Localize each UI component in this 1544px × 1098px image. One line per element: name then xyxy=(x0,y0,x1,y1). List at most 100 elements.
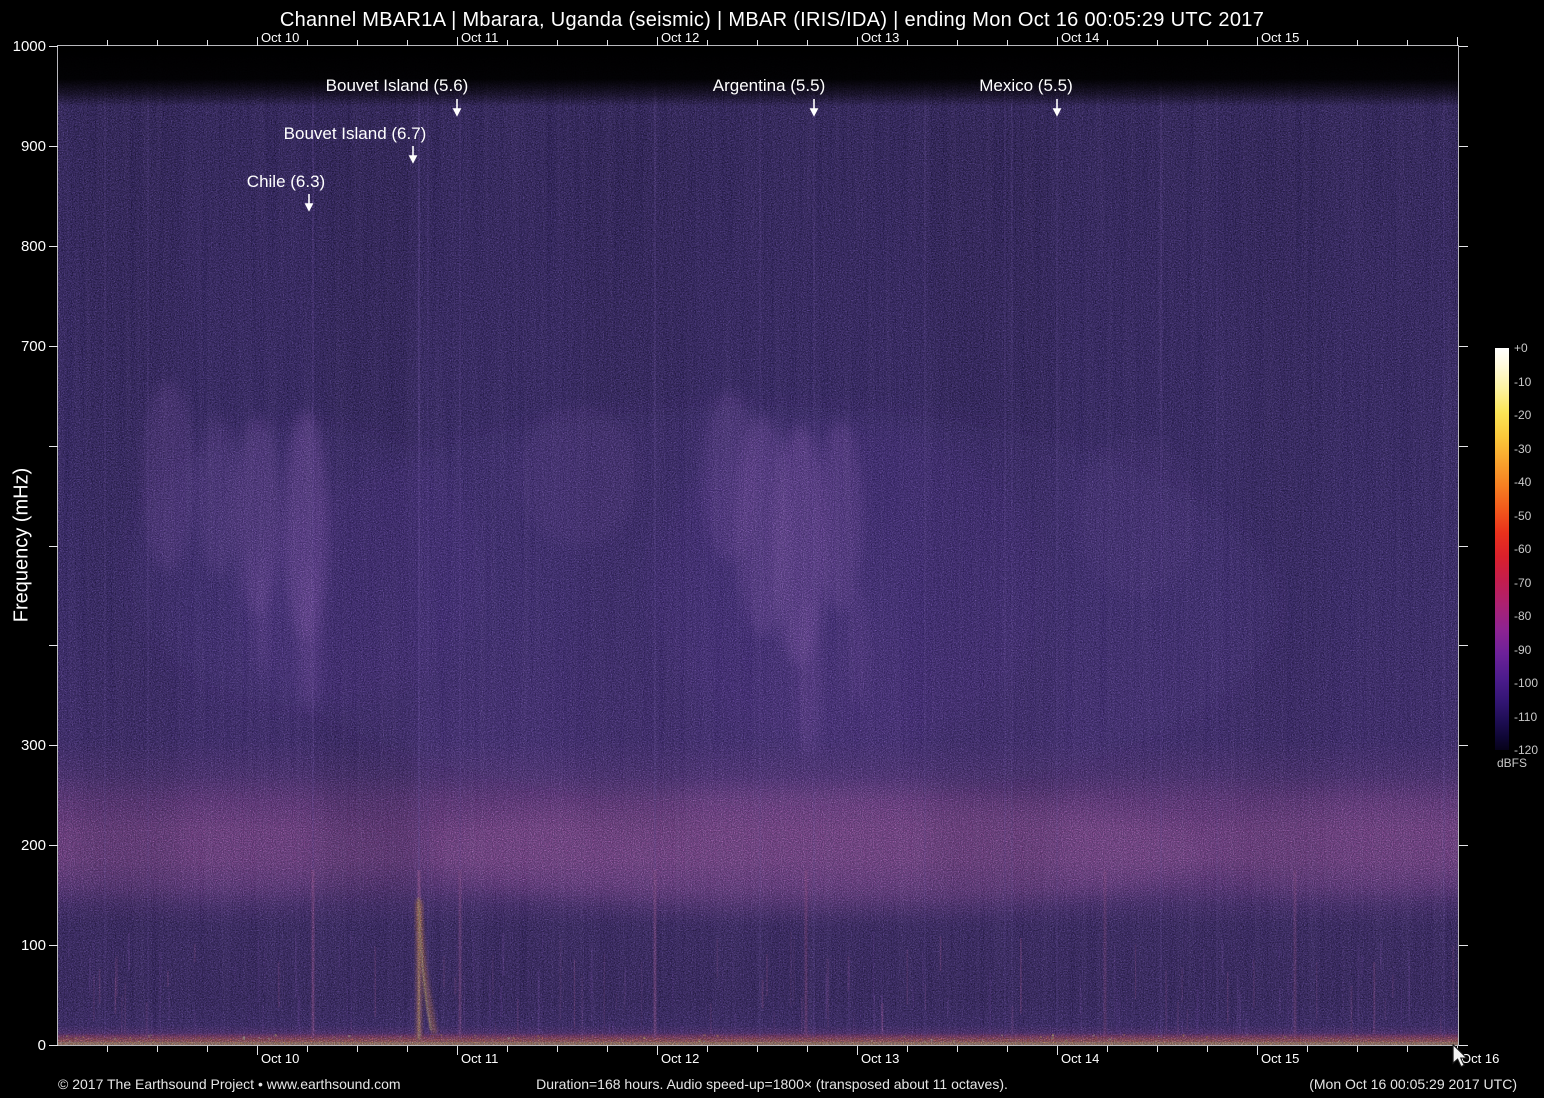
annotation-label: Argentina (5.5) xyxy=(712,76,826,95)
y-tick-left xyxy=(49,645,58,646)
top-black-fade xyxy=(58,46,1458,106)
x-tick-top xyxy=(1407,40,1408,46)
y-tick-label: 1000 xyxy=(12,38,46,55)
y-tick-left xyxy=(49,146,58,147)
x-tick-label-top: Oct 14 xyxy=(1061,30,1100,45)
x-tick-bottom xyxy=(957,1046,958,1052)
y-tick-left xyxy=(49,546,58,547)
x-tick-bottom xyxy=(907,1046,908,1052)
y-tick-right xyxy=(1459,146,1468,147)
annotation-label: Chile (6.3) xyxy=(246,172,326,191)
footer-timestamp: (Mon Oct 16 00:05:29 2017 UTC) xyxy=(1309,1076,1517,1092)
x-tick-bottom xyxy=(1157,1046,1158,1052)
x-tick-top xyxy=(107,40,108,46)
colorbar-tick-label: -110 xyxy=(1514,709,1538,724)
y-tick-label: 200 xyxy=(20,837,46,854)
x-tick-top xyxy=(557,40,558,46)
colorbar-tick-label: -90 xyxy=(1514,642,1532,657)
x-tick-label-bottom: Oct 15 xyxy=(1261,1051,1300,1066)
annotation-label: Mexico (5.5) xyxy=(979,76,1073,95)
x-tick-bottom xyxy=(607,1046,608,1052)
colorbar-unit-label: dBFS xyxy=(1497,756,1528,770)
x-tick-top xyxy=(807,40,808,46)
x-tick-bottom xyxy=(1107,1046,1108,1052)
x-tick-bottom xyxy=(657,1046,658,1055)
annotation-label: Bouvet Island (5.6) xyxy=(325,76,469,95)
x-tick-bottom xyxy=(1007,1046,1008,1052)
annotation-down-arrow-icon xyxy=(1050,98,1064,118)
x-tick-top xyxy=(757,40,758,46)
x-tick-bottom xyxy=(407,1046,408,1052)
y-tick-right xyxy=(1459,346,1468,347)
plot-frame xyxy=(57,45,1459,1046)
y-tick-label: 100 xyxy=(20,937,46,954)
x-tick-top xyxy=(1257,37,1258,46)
x-tick-bottom xyxy=(207,1046,208,1052)
x-tick-bottom xyxy=(757,1046,758,1052)
annotation-down-arrow-icon xyxy=(807,98,821,118)
annotation-down-arrow-icon xyxy=(302,193,316,213)
y-tick-left xyxy=(49,246,58,247)
y-tick-right xyxy=(1459,546,1468,547)
x-tick-bottom xyxy=(1057,1046,1058,1055)
x-tick-top xyxy=(1457,37,1458,46)
x-tick-top xyxy=(607,40,608,46)
colorbar: +0 -10 -20 -30 -40 -50 -60 -70 -80 -90 -100 -110 -12… xyxy=(1495,341,1544,788)
x-tick-label-bottom: Oct 16 xyxy=(1461,1051,1500,1066)
x-tick-bottom xyxy=(1407,1046,1408,1052)
page-title: Channel MBAR1A | Mbarara, Uganda (seismi… xyxy=(279,9,1265,31)
x-tick-top xyxy=(1207,40,1208,46)
x-tick-bottom xyxy=(107,1046,108,1052)
y-tick-left xyxy=(49,945,58,946)
x-tick-label-bottom: Oct 13 xyxy=(861,1051,900,1066)
colorbar-tick-label: -50 xyxy=(1514,508,1532,523)
annotation-down-arrow-icon xyxy=(406,145,420,165)
x-tick-bottom xyxy=(1357,1046,1358,1052)
y-tick-left xyxy=(49,446,58,447)
mouse-cursor-icon xyxy=(1452,1044,1469,1068)
footer-duration: Duration=168 hours. Audio speed-up=1800×… xyxy=(536,1076,1008,1092)
x-tick-label-top: Oct 12 xyxy=(661,30,700,45)
x-tick-top xyxy=(457,37,458,46)
colorbar-tick-label: +0 xyxy=(1514,341,1528,355)
x-tick-bottom xyxy=(307,1046,308,1052)
y-tick-right xyxy=(1459,46,1468,47)
colorbar-tick-label: -80 xyxy=(1514,609,1532,623)
x-tick-bottom xyxy=(857,1046,858,1055)
x-tick-top xyxy=(657,37,658,46)
x-tick-top xyxy=(857,37,858,46)
x-tick-bottom xyxy=(457,1046,458,1055)
x-tick-bottom xyxy=(707,1046,708,1052)
x-tick-bottom xyxy=(1257,1046,1258,1055)
x-tick-label-top: Oct 13 xyxy=(861,30,900,45)
x-tick-top xyxy=(207,40,208,46)
x-tick-top xyxy=(157,40,158,46)
y-tick-left xyxy=(49,346,58,347)
x-tick-label-top: Oct 11 xyxy=(461,30,499,45)
x-tick-top xyxy=(407,40,408,46)
y-axis-title: Frequency (mHz) xyxy=(10,467,33,623)
y-tick-right xyxy=(1459,446,1468,447)
y-tick-right xyxy=(1459,945,1468,946)
x-tick-label-top: Oct 15 xyxy=(1261,30,1300,45)
dark-grain-overlay xyxy=(58,46,1458,1045)
x-tick-top xyxy=(1307,40,1308,46)
y-tick-label: 0 xyxy=(37,1037,46,1054)
y-tick-right xyxy=(1459,845,1468,846)
colorbar-tick-label: -120 xyxy=(1514,743,1539,757)
y-tick-left xyxy=(49,46,58,47)
x-tick-bottom xyxy=(807,1046,808,1052)
y-tick-right xyxy=(1459,246,1468,247)
x-tick-top xyxy=(257,37,258,46)
annotation-label: Bouvet Island (6.7) xyxy=(283,124,427,143)
y-tick-right xyxy=(1459,645,1468,646)
x-tick-label-top: Oct 10 xyxy=(261,30,300,45)
colorbar-tick-label: -20 xyxy=(1514,408,1532,422)
x-tick-bottom xyxy=(1207,1046,1208,1052)
x-tick-label-bottom: Oct 10 xyxy=(261,1051,300,1066)
colorbar-tick-label: -30 xyxy=(1514,441,1532,456)
x-tick-top xyxy=(907,40,908,46)
y-tick-right xyxy=(1459,1045,1468,1046)
colorbar-tick-label: -100 xyxy=(1514,676,1539,690)
spectrogram-image xyxy=(58,46,1458,1045)
